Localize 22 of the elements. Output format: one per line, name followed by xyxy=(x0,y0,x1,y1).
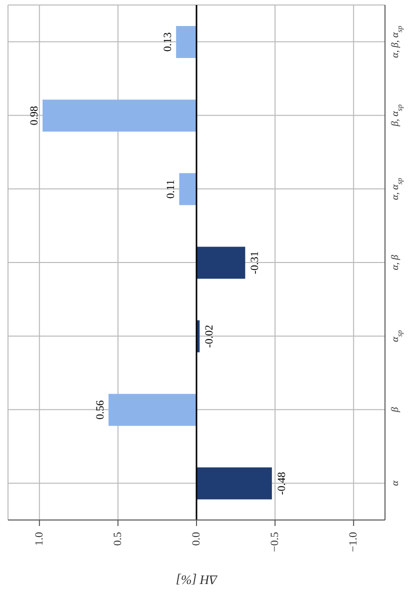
bar xyxy=(196,246,246,279)
bar xyxy=(42,100,196,132)
data-label: 0.13 xyxy=(162,32,174,52)
bar xyxy=(179,173,196,206)
data-label: -0.02 xyxy=(204,324,216,348)
data-label: -0.31 xyxy=(249,251,262,274)
bar xyxy=(196,467,272,500)
data-label: 0.98 xyxy=(28,105,41,126)
y-tick-label: β xyxy=(390,407,400,414)
y-tick-label: α xyxy=(390,480,400,486)
bar xyxy=(176,26,196,58)
data-label: 0.56 xyxy=(94,400,107,420)
x-tick-label: 0.0 xyxy=(190,532,202,546)
bar xyxy=(108,394,196,426)
data-label: -0.48 xyxy=(276,471,288,495)
x-tick-label: −0.5 xyxy=(269,532,282,552)
data-label: 0.11 xyxy=(165,180,178,199)
x-axis-title: ΔH [%] xyxy=(176,572,218,588)
x-tick-label: 1.0 xyxy=(33,532,46,546)
x-tick-label: 0.5 xyxy=(112,532,124,546)
x-tick-label: −1.0 xyxy=(348,532,360,552)
y-tick-label: α, β xyxy=(390,254,400,270)
